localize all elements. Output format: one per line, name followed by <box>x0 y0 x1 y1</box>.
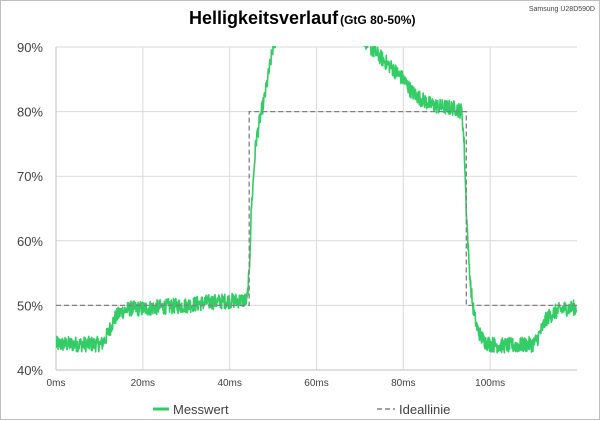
y-tick-label: 90% <box>17 40 43 55</box>
legend-label-messwert: Messwert <box>173 402 229 417</box>
x-tick-label: 40ms <box>217 378 241 389</box>
device-name-label: Samsung U28D590D <box>529 6 595 13</box>
x-tick-label: 80ms <box>391 378 415 389</box>
chart-subtitle: (GtG 80-50%) <box>340 13 415 27</box>
y-tick-label: 60% <box>17 234 43 249</box>
grid-lines <box>55 46 577 371</box>
series-messwert-line <box>56 46 577 354</box>
y-tick-label: 80% <box>17 105 43 120</box>
y-tick-label: 40% <box>17 363 43 378</box>
x-tick-label: 100ms <box>475 378 505 389</box>
series-ideallinie-line <box>56 110 577 307</box>
y-tick-label: 50% <box>17 298 43 313</box>
x-tick-label: 20ms <box>131 378 155 389</box>
chart-title: Helligkeitsverlauf <box>189 8 339 28</box>
series-group <box>56 46 577 354</box>
legend-label-ideallinie: Ideallinie <box>399 402 450 417</box>
axes <box>55 47 577 371</box>
tick-labels: 40% 50% 60% 70% 80% 90% 0ms 20ms 40ms 60ms 80ms 100… <box>17 40 505 389</box>
y-tick-label: 70% <box>17 169 43 184</box>
x-tick-label: 60ms <box>304 378 328 389</box>
x-tick-label: 0ms <box>47 378 66 389</box>
legend: Messwert Ideallinie <box>153 402 450 417</box>
chart-title-group: Helligkeitsverlauf (GtG 80-50%) <box>189 8 415 28</box>
